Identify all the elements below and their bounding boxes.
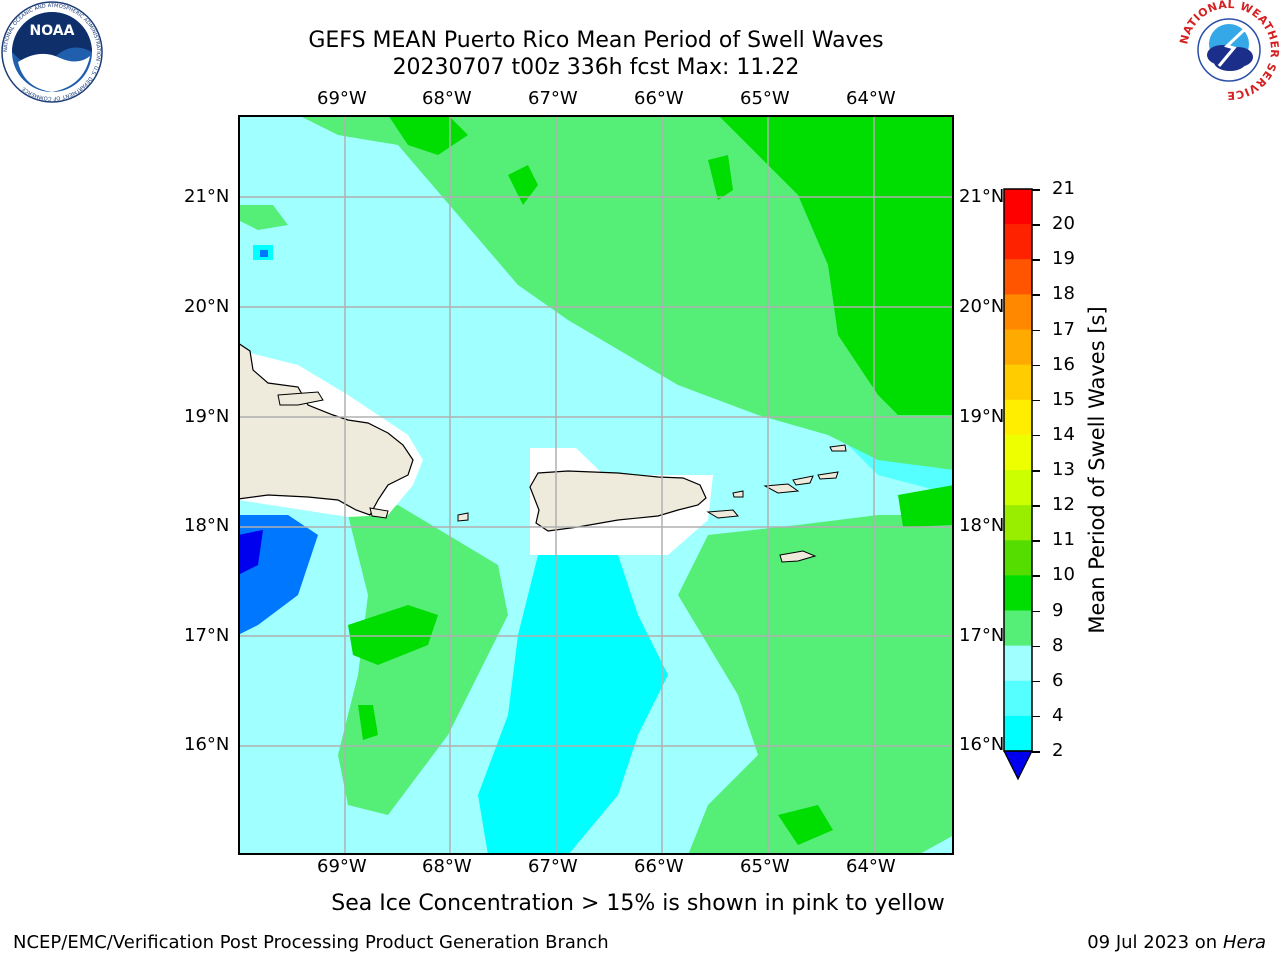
- contour-9-10: [258, 115, 954, 470]
- colorbar-segment: [1004, 610, 1032, 647]
- colorbar-tick-label: 17: [1052, 318, 1075, 340]
- colorbar-tick-mark: [1032, 610, 1040, 612]
- colorbar-tick-label: 10: [1052, 564, 1075, 586]
- colorbar-tick-mark: [1032, 399, 1040, 402]
- hispaniola-land: [238, 342, 414, 516]
- colorbar-tick-label: 9: [1052, 599, 1064, 621]
- colorbar-tick-label: 8: [1052, 634, 1064, 656]
- colorbar-segment: [1004, 399, 1032, 436]
- swell-period-map: [238, 115, 954, 855]
- colorbar-label: Mean Period of Swell Waves [s]: [1085, 306, 1109, 634]
- st-croix-land: [779, 550, 817, 563]
- lon-tick-bottom: 69°W: [317, 856, 367, 877]
- colorbar-segment: [1004, 189, 1032, 225]
- lat-tick-left: 18°N: [184, 515, 230, 536]
- colorbar-tick-label: 18: [1052, 283, 1075, 305]
- lon-tick-bottom: 67°W: [528, 856, 578, 877]
- colorbar-segment: [1004, 224, 1032, 260]
- graticule: [238, 115, 954, 855]
- colorbar-segment: [1004, 540, 1032, 576]
- colorbar-segment: [1004, 680, 1032, 717]
- colorbar-tick-mark: [1032, 259, 1040, 261]
- colorbar-tick-label: 21: [1052, 178, 1075, 199]
- colorbar-tick-mark: [1032, 575, 1040, 577]
- map-title: GEFS MEAN Puerto Rico Mean Period of Swe…: [308, 28, 884, 53]
- colorbar: [1003, 188, 1033, 781]
- colorbar-segment: [1004, 645, 1032, 682]
- colorbar-tick-label: 4: [1052, 704, 1064, 726]
- colorbar-tick-mark: [1032, 224, 1040, 226]
- colorbar-tick-label: 6: [1052, 669, 1064, 691]
- colorbar-tick-label: 11: [1052, 529, 1075, 551]
- colorbar-tick-label: 12: [1052, 494, 1075, 516]
- lon-tick-bottom: 64°W: [846, 856, 896, 877]
- lon-tick-top: 67°W: [528, 88, 578, 109]
- colorbar-tick-mark: [1032, 294, 1040, 296]
- footer-date-text: 09 Jul 2023 on: [1087, 932, 1223, 953]
- lat-tick-left: 20°N: [184, 296, 230, 317]
- footer-branch: NCEP/EMC/Verification Post Processing Pr…: [13, 932, 609, 953]
- lon-tick-top: 64°W: [846, 88, 896, 109]
- lon-tick-top: 65°W: [740, 88, 790, 109]
- lat-tick-left: 21°N: [184, 186, 230, 207]
- lat-tick-right: 18°N: [959, 515, 1005, 536]
- footer-machine: Hera: [1222, 932, 1266, 953]
- colorbar-tick-label: 20: [1052, 213, 1075, 235]
- colorbar-segment: [1004, 470, 1032, 506]
- colorbar-tick-mark: [1032, 645, 1040, 648]
- colorbar-tick-label: 13: [1052, 459, 1075, 480]
- colorbar-tick-mark: [1032, 680, 1040, 683]
- lat-tick-left: 19°N: [184, 406, 230, 427]
- contour-10-11: [718, 115, 954, 415]
- colorbar-extend-arrow: [1003, 750, 1033, 781]
- contour-4-6: [478, 555, 668, 855]
- nws-logo: NATIONAL WEATHER SERVICE: [1178, 0, 1280, 100]
- colorbar-segment: [1004, 294, 1032, 330]
- colorbar-tick-label: 14: [1052, 423, 1075, 445]
- colorbar-tick-mark: [1032, 434, 1040, 437]
- colorbar-tick-mark: [1032, 505, 1040, 507]
- colorbar-tick-mark: [1032, 329, 1040, 331]
- colorbar-tick-mark: [1032, 540, 1040, 542]
- colorbar-segment: [1004, 715, 1032, 752]
- colorbar-tick-mark: [1032, 364, 1040, 367]
- lat-tick-right: 16°N: [959, 734, 1005, 755]
- lon-tick-bottom: 68°W: [422, 856, 472, 877]
- lon-tick-top: 68°W: [422, 88, 472, 109]
- map-frame: [238, 115, 954, 855]
- colorbar-tick-label: 15: [1052, 388, 1075, 410]
- sea-ice-note: Sea Ice Concentration > 15% is shown in …: [331, 891, 945, 916]
- lat-tick-right: 20°N: [959, 296, 1005, 317]
- colorbar-tick-label: 16: [1052, 353, 1075, 375]
- colorbar-tick-label: 2: [1052, 740, 1064, 761]
- colorbar-segment: [1004, 259, 1032, 295]
- colorbar-tick-mark: [1032, 189, 1040, 191]
- colorbar-tick-mark: [1032, 715, 1040, 718]
- lat-tick-left: 17°N: [184, 625, 230, 646]
- lat-tick-right: 21°N: [959, 186, 1005, 207]
- colorbar-segment: [1004, 505, 1032, 541]
- colorbar-segment: [1004, 329, 1032, 366]
- colorbar-segment: [1004, 364, 1032, 401]
- lon-tick-bottom: 66°W: [634, 856, 684, 877]
- lon-tick-bottom: 65°W: [740, 856, 790, 877]
- map-subtitle: 20230707 t00z 336h fcst Max: 11.22: [392, 55, 800, 80]
- footer-date: 09 Jul 2023 on Hera: [1087, 932, 1266, 954]
- lon-tick-top: 69°W: [317, 88, 367, 109]
- colorbar-tick-label: 19: [1052, 248, 1075, 270]
- lat-tick-right: 17°N: [959, 625, 1005, 646]
- noaa-logo: NATIONAL OCEANIC AND ATMOSPHERIC ADMINIS…: [1, 1, 103, 103]
- colorbar-tick-mark: [1032, 470, 1040, 472]
- lat-tick-right: 19°N: [959, 406, 1005, 427]
- colorbar-segment: [1004, 434, 1032, 471]
- lon-tick-top: 66°W: [634, 88, 684, 109]
- svg-text:NOAA: NOAA: [30, 23, 75, 39]
- colorbar-segment: [1004, 575, 1032, 611]
- lat-tick-left: 16°N: [184, 734, 230, 755]
- colorbar-tick-mark: [1032, 751, 1040, 753]
